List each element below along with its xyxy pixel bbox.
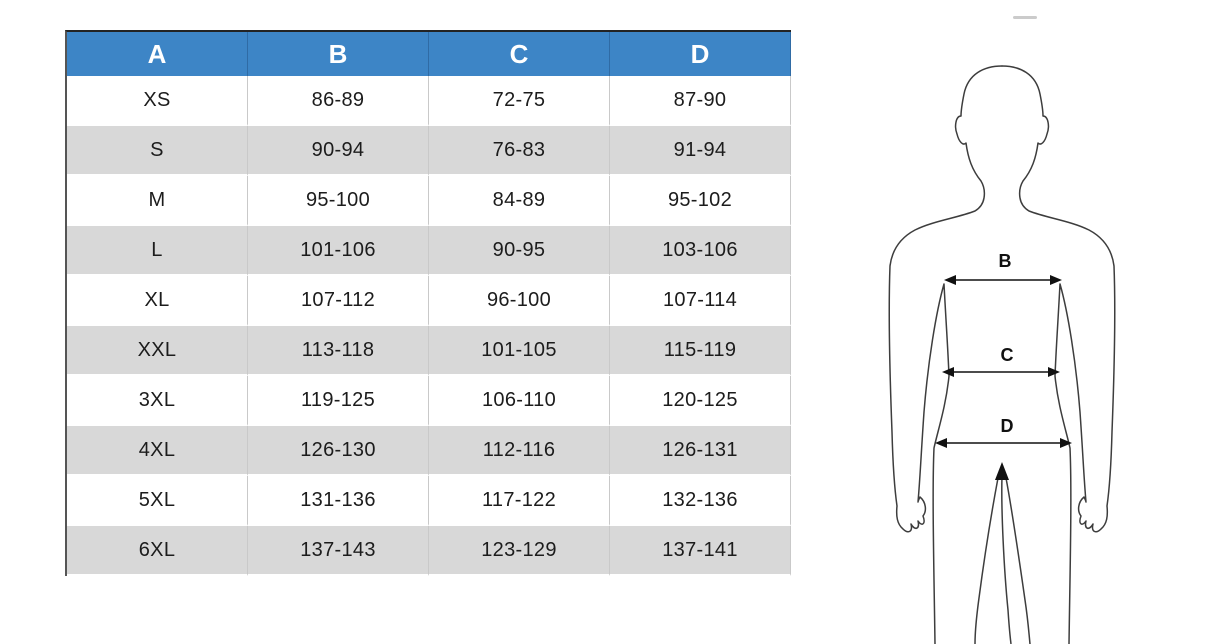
size-label-cell: 4XL bbox=[67, 426, 248, 476]
chest-measure-label: B bbox=[999, 251, 1012, 271]
measurement-cell: 137-141 bbox=[610, 526, 791, 576]
measurement-cell: 91-94 bbox=[610, 126, 791, 176]
size-label-cell: 6XL bbox=[67, 526, 248, 576]
measurement-cell: 119-125 bbox=[248, 376, 429, 426]
waist-measure-label: C bbox=[1001, 345, 1014, 365]
table-row: XS 86-89 72-75 87-90 bbox=[67, 76, 791, 126]
inner-leg-left bbox=[974, 477, 999, 644]
body-measurement-diagram: B C D bbox=[860, 50, 1144, 644]
size-table-body: XS 86-89 72-75 87-90 S 90-94 76-83 91-94 M 95-100… bbox=[67, 76, 791, 576]
measurement-cell: 90-95 bbox=[429, 226, 610, 276]
measurement-cell: 84-89 bbox=[429, 176, 610, 226]
hip-measure-label: D bbox=[1001, 416, 1014, 436]
measurement-cell: 112-116 bbox=[429, 426, 610, 476]
hip-measure-arrow bbox=[935, 438, 1072, 448]
measurement-cell: 120-125 bbox=[610, 376, 791, 426]
table-row: M 95-100 84-89 95-102 bbox=[67, 176, 791, 226]
measurement-cell: 117-122 bbox=[429, 476, 610, 526]
table-row: 4XL 126-130 112-116 126-131 bbox=[67, 426, 791, 476]
measurement-cell: 90-94 bbox=[248, 126, 429, 176]
size-label-cell: XL bbox=[67, 276, 248, 326]
chest-measure-arrow bbox=[944, 275, 1062, 285]
table-row: L 101-106 90-95 103-106 bbox=[67, 226, 791, 276]
measurement-cell: 72-75 bbox=[429, 76, 610, 126]
size-label-cell: 5XL bbox=[67, 476, 248, 526]
measurement-cell: 95-102 bbox=[610, 176, 791, 226]
measurement-cell: 76-83 bbox=[429, 126, 610, 176]
header-cell-d: D bbox=[610, 32, 791, 76]
body-outline-left bbox=[888, 65, 1003, 644]
size-chart-table: A B C D XS 86-89 72-75 87-90 S 90-94 76-83 91-9… bbox=[65, 30, 791, 576]
measurement-cell: 107-114 bbox=[610, 276, 791, 326]
measurement-cell: 126-130 bbox=[248, 426, 429, 476]
size-chart-section: A B C D XS 86-89 72-75 87-90 S 90-94 76-83 91-9… bbox=[65, 30, 791, 576]
header-cell-b: B bbox=[248, 32, 429, 76]
measurement-cell: 113-118 bbox=[248, 326, 429, 376]
table-row: XXL 113-118 101-105 115-119 bbox=[67, 326, 791, 376]
stray-mark bbox=[1013, 16, 1037, 19]
measurement-cell: 107-112 bbox=[248, 276, 429, 326]
measurement-cell: 87-90 bbox=[610, 76, 791, 126]
table-row: 6XL 137-143 123-129 137-141 bbox=[67, 526, 791, 576]
measurement-cell: 126-131 bbox=[610, 426, 791, 476]
size-label-cell: S bbox=[67, 126, 248, 176]
size-label-cell: XXL bbox=[67, 326, 248, 376]
body-outline-right bbox=[1001, 65, 1116, 644]
table-row: S 90-94 76-83 91-94 bbox=[67, 126, 791, 176]
measurement-cell: 95-100 bbox=[248, 176, 429, 226]
measurement-cell: 96-100 bbox=[429, 276, 610, 326]
body-outline bbox=[888, 65, 1116, 644]
header-row: A B C D bbox=[67, 32, 791, 76]
table-row: XL 107-112 96-100 107-114 bbox=[67, 276, 791, 326]
header-cell-c: C bbox=[429, 32, 610, 76]
size-label-cell: M bbox=[67, 176, 248, 226]
table-row: 5XL 131-136 117-122 132-136 bbox=[67, 476, 791, 526]
table-row: 3XL 119-125 106-110 120-125 bbox=[67, 376, 791, 426]
inner-leg-right bbox=[1005, 477, 1031, 644]
size-label-cell: 3XL bbox=[67, 376, 248, 426]
measurement-cell: 132-136 bbox=[610, 476, 791, 526]
measurement-cell: 101-106 bbox=[248, 226, 429, 276]
measurement-cell: 106-110 bbox=[429, 376, 610, 426]
measurement-cell: 115-119 bbox=[610, 326, 791, 376]
waist-measure-arrow bbox=[942, 367, 1060, 377]
inseam-arrow bbox=[995, 462, 1012, 644]
size-chart-header: A B C D bbox=[67, 32, 791, 76]
measurement-cell: 86-89 bbox=[248, 76, 429, 126]
measurement-cell: 101-105 bbox=[429, 326, 610, 376]
size-label-cell: L bbox=[67, 226, 248, 276]
measurement-cell: 123-129 bbox=[429, 526, 610, 576]
header-cell-a: A bbox=[67, 32, 248, 76]
measurement-cell: 103-106 bbox=[610, 226, 791, 276]
measurement-cell: 131-136 bbox=[248, 476, 429, 526]
size-label-cell: XS bbox=[67, 76, 248, 126]
measurement-cell: 137-143 bbox=[248, 526, 429, 576]
